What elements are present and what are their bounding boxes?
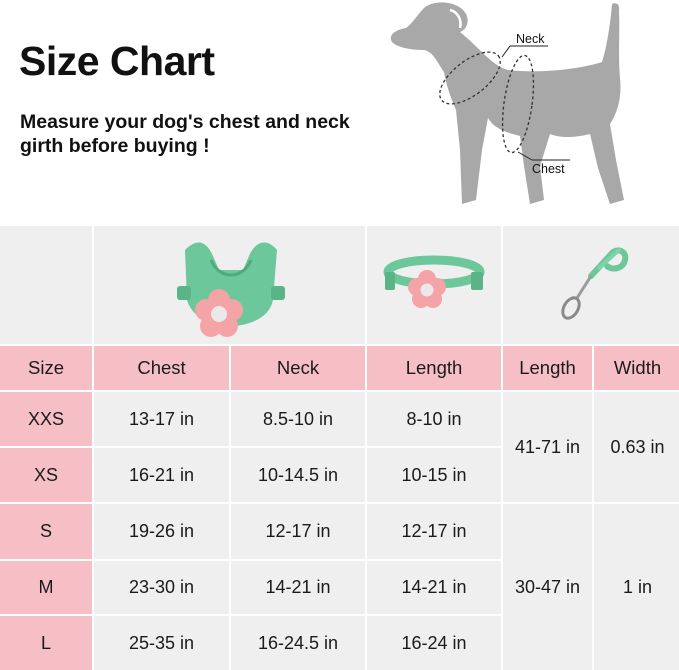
collar-length-value: 8-10 in [367,392,501,446]
size-label: XXS [0,392,92,446]
dog-silhouette-icon [390,2,624,205]
size-label: M [0,561,92,614]
collar-icon [383,255,485,308]
leash-icon [561,247,629,320]
neck-value: 14-21 in [231,561,365,614]
dog-measurement-diagram: Neck Chest [390,2,624,205]
leash-image-cell [503,226,679,344]
page-title: Size Chart [19,38,215,84]
chest-label: Chest [532,162,565,176]
neck-label: Neck [516,32,545,46]
chest-value: 19-26 in [94,504,229,559]
flower-icon [408,270,446,308]
collar-length-value: 14-21 in [367,561,501,614]
neck-value: 12-17 in [231,504,365,559]
neck-value: 16-24.5 in [231,616,365,670]
page-subtitle: Measure your dog's chest and neck girth … [20,111,350,157]
harness-icon [176,242,285,337]
neck-value: 8.5-10 in [231,392,365,446]
empty-corner-cell [0,226,92,344]
chest-value: 16-21 in [94,448,229,502]
header-collar-length: Length [367,346,501,390]
collar-image-cell [367,226,501,344]
size-table: Size Chest Neck Length Length Width XXS … [0,226,679,670]
ear-outline [449,8,462,29]
leash-width-value: 0.63 in [594,392,679,502]
neck-measure-line [439,51,501,105]
header-neck: Neck [231,346,365,390]
harness-image-cell [94,226,365,344]
leash-length-value: 30-47 in [503,504,592,670]
size-label: L [0,616,92,670]
header-chest: Chest [94,346,229,390]
header-size: Size [0,346,92,390]
chest-value: 13-17 in [94,392,229,446]
size-label: S [0,504,92,559]
header-leash-length: Length [503,346,592,390]
flower-icon [194,289,243,337]
chest-value: 25-35 in [94,616,229,670]
collar-length-value: 16-24 in [367,616,501,670]
neck-value: 10-14.5 in [231,448,365,502]
chest-measure-line [501,54,535,154]
collar-length-value: 12-17 in [367,504,501,559]
header-leash-width: Width [594,346,679,390]
size-label: XS [0,448,92,502]
collar-length-value: 10-15 in [367,448,501,502]
chest-value: 23-30 in [94,561,229,614]
leash-width-value: 1 in [594,504,679,670]
leash-length-value: 41-71 in [503,392,592,502]
